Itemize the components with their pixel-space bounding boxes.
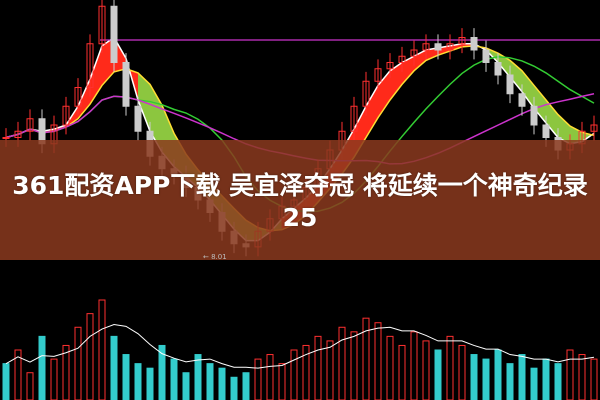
volume-bar	[506, 363, 514, 400]
volume-bar	[230, 376, 238, 400]
volume-bar	[170, 358, 178, 400]
volume-bar	[98, 299, 106, 400]
candle-body	[374, 68, 382, 82]
volume-bar	[386, 335, 394, 400]
candle-body	[458, 37, 466, 45]
volume-bar	[494, 349, 502, 400]
volume-bar	[158, 344, 166, 400]
headline-line1: 361配资APP下载 吴宜泽夺冠 将延续一个神奇纪录	[12, 171, 588, 200]
volume-bar	[182, 372, 190, 400]
volume-bar	[14, 349, 22, 400]
candle-body	[362, 80, 370, 107]
volume-bar	[578, 354, 586, 400]
candle-body	[410, 49, 418, 57]
volume-bar	[314, 335, 322, 400]
candle-body	[446, 43, 454, 51]
candle-body	[110, 5, 118, 63]
volume-bar	[374, 322, 382, 400]
headline-line2: 25	[282, 203, 318, 232]
volume-bar	[62, 344, 70, 400]
candle-body	[2, 137, 10, 139]
candle-body	[26, 118, 34, 132]
candle-body	[386, 62, 394, 70]
volume-bar	[194, 354, 202, 400]
volume-bar	[398, 344, 406, 400]
ma-band-segment	[366, 85, 378, 138]
candle-body	[590, 124, 598, 132]
volume-bar	[86, 313, 94, 400]
volume-bar	[518, 354, 526, 400]
volume-bar	[278, 363, 286, 400]
ma-band-segment	[546, 100, 558, 138]
volume-bar	[2, 363, 10, 400]
volume-bar	[146, 367, 154, 400]
candle-body	[422, 43, 430, 51]
candle-body	[494, 62, 502, 76]
candle-body	[350, 105, 358, 132]
ma-band-segment	[510, 60, 522, 92]
volume-bar	[290, 349, 298, 400]
ma-band-segment	[390, 62, 402, 100]
volume-bar	[458, 344, 466, 400]
ma-band-segment	[78, 79, 90, 119]
volume-bar	[554, 363, 562, 400]
volume-bar	[254, 358, 262, 400]
volume-bar	[446, 335, 454, 400]
ma-band-segment	[426, 47, 438, 61]
volume-bar	[110, 335, 118, 400]
candle-body	[434, 43, 442, 51]
candle-body	[506, 74, 514, 95]
candle-body	[542, 124, 550, 138]
volume-bar	[74, 326, 82, 400]
candle-body	[518, 93, 526, 107]
volume-bar	[410, 331, 418, 400]
volume-bar	[482, 358, 490, 400]
volume-bar	[242, 372, 250, 400]
volume-bar	[122, 354, 130, 400]
volume-bar	[266, 354, 274, 400]
volume-bar	[50, 358, 58, 400]
candle-body	[98, 5, 106, 45]
volume-bar	[134, 363, 142, 400]
low-price-label: ← 8.01	[203, 253, 227, 261]
volume-bar	[422, 340, 430, 400]
ma-band-segment	[558, 114, 570, 144]
volume-bar	[302, 344, 310, 400]
candle-body	[62, 105, 70, 126]
volume-bar	[350, 331, 358, 400]
volume-bar	[470, 354, 478, 400]
volume-bar	[530, 367, 538, 400]
volume-bar	[26, 372, 34, 400]
candle-body	[122, 62, 130, 107]
candle-body	[74, 87, 82, 107]
volume-bar	[218, 367, 226, 400]
volume-bar	[434, 349, 442, 400]
volume-bar	[566, 349, 574, 400]
ma-band-segment	[402, 56, 414, 85]
candle-body	[86, 43, 94, 88]
ma-band-segment	[522, 70, 534, 109]
volume-bar	[338, 326, 346, 400]
volume-bar	[38, 335, 46, 400]
volume-bar	[542, 358, 550, 400]
candle-body	[14, 130, 22, 138]
volume-bar	[206, 363, 214, 400]
candle-body	[398, 55, 406, 63]
candle-body	[134, 105, 142, 132]
volume-bar	[326, 340, 334, 400]
volume-bar	[590, 358, 598, 400]
candle-body	[530, 105, 538, 126]
candle-body	[482, 49, 490, 63]
title-overlay-band	[0, 140, 600, 260]
volume-ma-line	[5, 324, 595, 369]
candle-body	[470, 37, 478, 51]
ma-band-segment	[534, 85, 546, 123]
volume-bar	[362, 317, 370, 400]
